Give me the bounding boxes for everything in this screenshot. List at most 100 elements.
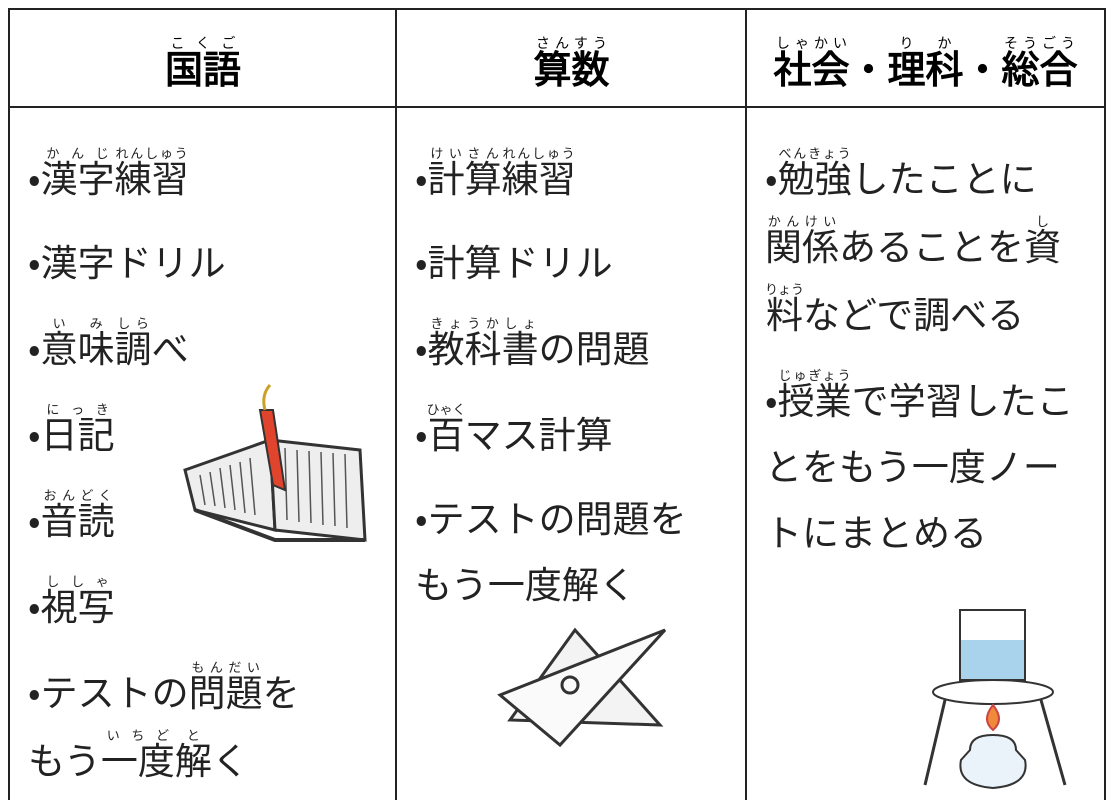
- ruby-word: 授業じゅぎょう: [778, 368, 852, 423]
- text: とをもう一度ノー: [765, 448, 1060, 489]
- text: を: [262, 674, 300, 715]
- text: ・: [765, 382, 778, 423]
- list-item: ・日記にっき: [28, 402, 396, 470]
- furigana: にっき: [40, 402, 115, 417]
- text: ・: [765, 160, 778, 201]
- furigana: もんだい: [188, 660, 263, 675]
- ruby-word: 視写ししゃ: [41, 574, 115, 629]
- text: で学習したこ: [851, 382, 1074, 423]
- text: ・: [963, 50, 1002, 92]
- furigana: じゅぎょう: [777, 368, 852, 383]
- column-body: ・計算けいさん練習れんしゅう ・計算ドリル ・教科書きょうかしょの問題 ・百ひゃくマス…: [397, 108, 746, 620]
- column-body: ・漢字かんじ練習れんしゅう ・漢字ドリル ・意味いみ調しらべ ・日記にっき ・音読おんど…: [10, 108, 396, 796]
- list-item: ・漢字ドリル: [28, 232, 396, 298]
- item-line: ・意味いみ調しらべ: [28, 316, 396, 384]
- ruby-word: 関係かんけい: [765, 214, 839, 269]
- furigana: しゃかい: [773, 35, 850, 51]
- ruby-word: 日記にっき: [40, 402, 115, 457]
- ruby-base: 料: [765, 296, 804, 337]
- list-item: ・勉強べんきょうしたことに 関係かんけいあることを資し 料りょうなどで調べる: [765, 146, 1104, 350]
- item-line: ・授業じゅぎょうで学習したこ: [765, 368, 1104, 436]
- text: 計算ドリル: [427, 244, 613, 285]
- ruby-base: 理科: [887, 50, 964, 92]
- item-line: もう一度いちど解とく: [28, 728, 396, 796]
- text: ・: [28, 416, 41, 457]
- ruby-word: 問題もんだい: [189, 660, 263, 715]
- furigana: と: [174, 728, 212, 743]
- list-item: ・授業じゅぎょうで学習したことをもう一度ノー トにまとめる: [765, 368, 1104, 568]
- list-item: ・漢字かんじ練習れんしゅう: [28, 146, 396, 214]
- text: トにまとめる: [765, 514, 987, 555]
- ruby-base: 調: [114, 330, 152, 371]
- column-header: 社会しゃかい・理科りか・総合そうごう: [747, 8, 1104, 108]
- item-line: 関係かんけいあることを資し: [765, 214, 1104, 282]
- item-line: ・日記にっき: [28, 402, 396, 470]
- item-line: ・テストの問題もんだいを: [28, 660, 396, 728]
- book-illustration: [183, 383, 367, 542]
- column-header: 算数さんすう: [397, 8, 746, 108]
- ruby-word: 漢字かんじ: [41, 146, 115, 201]
- list-item: ・計算けいさん練習れんしゅう: [415, 146, 746, 214]
- item-line: ・テストの問題を: [415, 488, 746, 554]
- furigana: こくご: [164, 35, 241, 51]
- ruby-word: 音読おんどく: [41, 488, 115, 543]
- ruby-base: 意味: [40, 330, 115, 371]
- text: ・: [415, 244, 428, 285]
- column: 算数さんすう ・計算けいさん練習れんしゅう ・計算ドリル ・教科書きょうかしょの問題・…: [395, 8, 746, 800]
- item-line: もう一度解く: [415, 554, 746, 620]
- column-body: ・勉強べんきょうしたことに 関係かんけいあることを資し 料りょうなどで調べる ・授業じ…: [747, 108, 1104, 568]
- text: ・: [28, 674, 41, 715]
- text: マス計算: [464, 416, 613, 457]
- item-line: ・漢字かんじ練習れんしゅう: [28, 146, 396, 214]
- item-line: とをもう一度ノー: [765, 436, 1104, 502]
- furigana: し: [1024, 214, 1061, 229]
- furigana: べんきょう: [777, 146, 852, 161]
- list-item: ・テストの問題もんだいを もう一度いちど解とく: [28, 660, 396, 796]
- ruby-word: 勉強べんきょう: [778, 146, 852, 201]
- ruby-word: 練習れんしゅう: [114, 146, 189, 201]
- ruby-base: 計算: [427, 160, 502, 201]
- furigana: きょうかしょ: [427, 316, 539, 331]
- text: ・: [28, 588, 41, 629]
- triangle-ruler-illustration: [497, 627, 667, 748]
- ruby-base: 関係: [765, 228, 839, 269]
- ruby-word: 算数さんすう: [533, 35, 609, 94]
- text: の問題: [538, 330, 650, 371]
- furigana: ししゃ: [40, 574, 115, 589]
- furigana: りか: [887, 35, 964, 51]
- furigana: かんけい: [765, 214, 839, 229]
- ruby-word: 料りょう: [765, 282, 804, 337]
- ruby-base: 練習: [501, 160, 576, 201]
- ruby-base: 一度: [100, 742, 175, 783]
- item-line: ・勉強べんきょうしたことに: [765, 146, 1104, 214]
- text: あることを: [839, 228, 1024, 269]
- ruby-base: 練習: [114, 160, 189, 201]
- furigana: ひゃく: [426, 402, 466, 417]
- text: もう: [28, 742, 101, 783]
- list-item: ・意味いみ調しらべ: [28, 316, 396, 384]
- text: もう一度解く: [415, 566, 636, 607]
- ruby-base: 日記: [40, 416, 115, 457]
- text: したことに: [851, 160, 1037, 201]
- ruby-base: 国語: [164, 50, 241, 92]
- furigana: けいさん: [427, 146, 502, 161]
- text: ・: [415, 330, 428, 371]
- text: テストの: [40, 674, 189, 715]
- ruby-word: 理科りか: [887, 35, 963, 94]
- furigana: いみ: [40, 316, 115, 331]
- list-item: ・テストの問題をもう一度解く: [415, 488, 746, 620]
- list-item: ・教科書きょうかしょの問題: [415, 316, 746, 384]
- furigana: れんしゅう: [501, 146, 576, 161]
- ruby-word: 資し: [1024, 214, 1061, 269]
- item-line: ・教科書きょうかしょの問題: [415, 316, 746, 384]
- item-line: ・視写ししゃ: [28, 574, 396, 642]
- text: べ: [151, 330, 189, 371]
- item-line: トにまとめる: [765, 502, 1104, 568]
- item-line: ・百ひゃくマス計算: [415, 402, 746, 470]
- furigana: いちど: [100, 728, 175, 743]
- list-item: ・音読おんどく: [28, 488, 396, 556]
- ruby-base: 社会: [773, 50, 850, 92]
- ruby-word: 計算けいさん: [427, 146, 502, 201]
- ruby-word: 解と: [175, 728, 212, 783]
